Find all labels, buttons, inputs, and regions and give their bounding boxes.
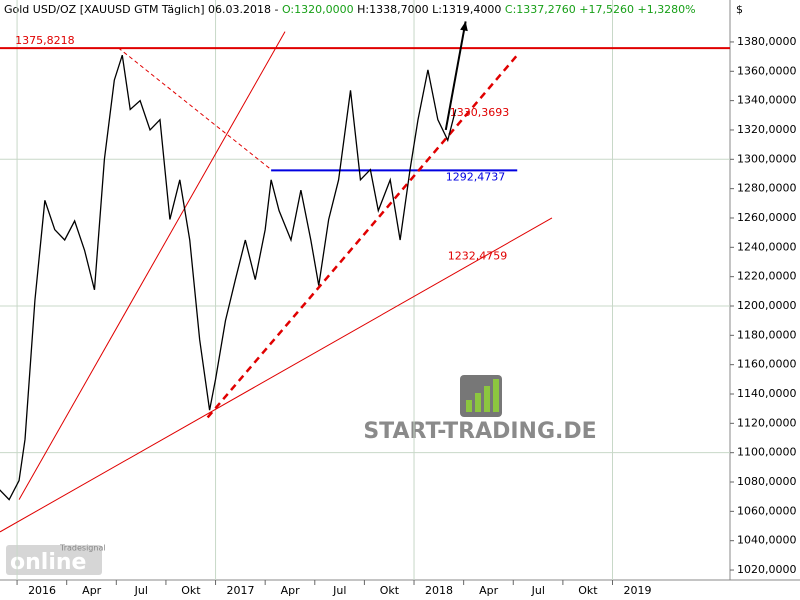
logo-small: Tradesignal [59,544,106,553]
y-unit: $ [736,3,743,16]
arrow-head [460,21,468,32]
header: Gold USD/OZ [XAUUSD GTM Täglich] 06.03.2… [4,3,696,16]
x-tick-label: Jul [332,584,346,597]
header-part: H:1338,7000 L:1319,4000 [354,3,505,16]
y-tick-label: 1060,0000 [737,504,797,517]
y-tick-label: 1180,0000 [737,328,797,341]
x-tick-label: Okt [578,584,598,597]
trendline [117,47,272,170]
logo-bar [484,386,490,412]
price-line [0,54,457,501]
x-tick-label: 2018 [425,584,453,597]
trendline [206,54,519,419]
logo-bar [475,393,481,412]
level-label: 1292,4737 [446,170,506,183]
logo-text: online [10,550,86,575]
arrow [444,21,467,131]
watermark: START-TRADING.DE [363,419,596,444]
y-tick-label: 1260,0000 [737,211,797,224]
y-tick-label: 1300,0000 [737,152,797,165]
x-tick-label: Apr [82,584,102,597]
header-part: Gold USD/OZ [XAUUSD GTM Täglich] 06.03.2… [4,3,282,16]
logo [460,375,502,417]
level-label: 1375,8218 [15,34,74,47]
y-tick-label: 1080,0000 [737,475,797,488]
x-tick-label: Okt [181,584,201,597]
y-tick-label: 1120,0000 [737,416,797,429]
x-tick-label: Okt [380,584,400,597]
logo-bar [493,379,499,412]
y-tick-label: 1320,0000 [737,123,797,136]
trend-label: 1330,3693 [450,106,510,119]
x-tick-label: Jul [134,584,148,597]
x-tick-label: Apr [479,584,499,597]
y-tick-label: 1200,0000 [737,299,797,312]
y-tick-label: 1140,0000 [737,387,797,400]
y-tick-label: 1340,0000 [737,94,797,107]
y-tick-label: 1360,0000 [737,64,797,77]
trendline [0,217,553,533]
x-tick-label: 2017 [227,584,255,597]
y-tick-label: 1100,0000 [737,446,797,459]
y-tick-label: 1020,0000 [737,563,797,576]
trendline [18,31,286,500]
y-tick-label: 1160,0000 [737,358,797,371]
header-part: C:1337,2760 +17,5260 +1,3280% [505,3,696,16]
y-tick-label: 1380,0000 [737,35,797,48]
x-tick-label: 2019 [624,584,652,597]
y-tick-label: 1220,0000 [737,270,797,283]
logo-bar [466,400,472,412]
x-tick-label: Apr [281,584,301,597]
x-tick-label: Jul [531,584,545,597]
header-part: O:1320,0000 [282,3,354,16]
logo-bg [6,545,102,575]
y-tick-label: 1240,0000 [737,240,797,253]
x-tick-label: 2016 [28,584,56,597]
y-tick-label: 1280,0000 [737,182,797,195]
trend-label: 1232,4759 [448,249,508,262]
y-tick-label: 1040,0000 [737,534,797,547]
